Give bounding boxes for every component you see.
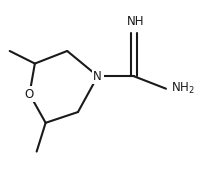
Text: O: O — [25, 88, 34, 101]
Text: NH: NH — [127, 15, 144, 28]
Text: N: N — [93, 70, 102, 83]
Text: NH$_2$: NH$_2$ — [171, 81, 195, 96]
